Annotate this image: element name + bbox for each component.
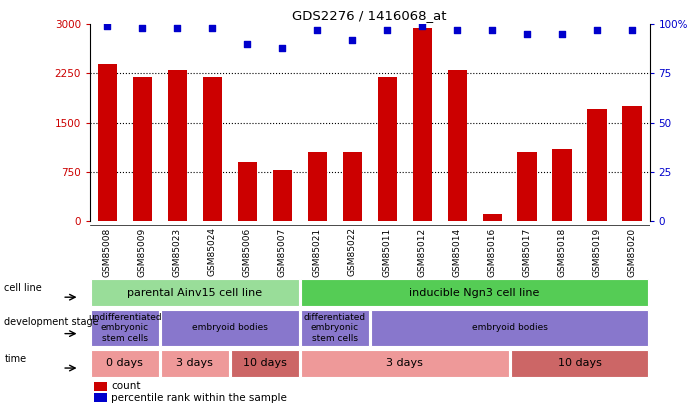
Text: embryoid bodies: embryoid bodies xyxy=(192,323,267,333)
Point xyxy=(381,27,392,34)
Bar xyxy=(94,393,108,402)
Title: GDS2276 / 1416068_at: GDS2276 / 1416068_at xyxy=(292,9,447,22)
Text: cell line: cell line xyxy=(4,284,42,294)
Bar xyxy=(482,214,502,221)
Text: GSM85021: GSM85021 xyxy=(313,228,322,277)
Text: GSM85016: GSM85016 xyxy=(488,228,497,277)
Point xyxy=(312,27,323,34)
Bar xyxy=(371,310,648,345)
Text: inducible Ngn3 cell line: inducible Ngn3 cell line xyxy=(410,288,540,298)
Point xyxy=(207,25,218,32)
Point xyxy=(556,31,567,37)
Bar xyxy=(587,109,607,221)
Bar xyxy=(343,152,362,221)
Text: undifferentiated
embryonic
stem cells: undifferentiated embryonic stem cells xyxy=(88,313,162,343)
Bar xyxy=(623,106,642,221)
Text: GSM85009: GSM85009 xyxy=(138,228,146,277)
Point xyxy=(486,27,498,34)
Text: GSM85022: GSM85022 xyxy=(348,228,357,276)
Text: 10 days: 10 days xyxy=(243,358,287,369)
Text: embryoid bodies: embryoid bodies xyxy=(472,323,547,333)
Bar xyxy=(94,382,108,391)
Bar xyxy=(448,70,466,221)
Text: GSM85017: GSM85017 xyxy=(522,228,531,277)
Text: GSM85018: GSM85018 xyxy=(558,228,567,277)
Bar xyxy=(518,152,537,221)
Point xyxy=(172,25,183,32)
Text: 10 days: 10 days xyxy=(558,358,601,369)
Bar xyxy=(231,350,299,377)
Bar xyxy=(133,77,152,221)
Bar xyxy=(238,162,257,221)
Bar xyxy=(301,350,509,377)
Point xyxy=(452,27,463,34)
Bar xyxy=(168,70,187,221)
Bar xyxy=(301,310,368,345)
Point xyxy=(276,45,287,51)
Text: GSM85011: GSM85011 xyxy=(383,228,392,277)
Text: GSM85024: GSM85024 xyxy=(208,228,217,276)
Bar xyxy=(161,310,299,345)
Bar xyxy=(91,310,159,345)
Point xyxy=(591,27,603,34)
Bar xyxy=(413,28,432,221)
Bar xyxy=(273,170,292,221)
Point xyxy=(627,27,638,34)
Bar xyxy=(553,149,571,221)
Point xyxy=(417,23,428,30)
Bar xyxy=(97,64,117,221)
Point xyxy=(137,25,148,32)
Point xyxy=(347,37,358,43)
Bar xyxy=(377,77,397,221)
Point xyxy=(522,31,533,37)
Text: time: time xyxy=(4,354,26,364)
Text: GSM85007: GSM85007 xyxy=(278,228,287,277)
Bar xyxy=(511,350,648,377)
Bar xyxy=(91,279,299,306)
Bar xyxy=(301,279,648,306)
Text: GSM85008: GSM85008 xyxy=(103,228,112,277)
Text: count: count xyxy=(111,382,141,392)
Text: percentile rank within the sample: percentile rank within the sample xyxy=(111,392,287,403)
Text: GSM85019: GSM85019 xyxy=(593,228,602,277)
Text: GSM85020: GSM85020 xyxy=(627,228,636,277)
Text: GSM85012: GSM85012 xyxy=(417,228,426,277)
Bar xyxy=(202,77,222,221)
Point xyxy=(242,41,253,47)
Text: GSM85023: GSM85023 xyxy=(173,228,182,277)
Text: differentiated
embryonic
stem cells: differentiated embryonic stem cells xyxy=(303,313,366,343)
Point xyxy=(102,23,113,30)
Bar xyxy=(91,350,159,377)
Text: GSM85014: GSM85014 xyxy=(453,228,462,277)
Text: 3 days: 3 days xyxy=(386,358,423,369)
Text: development stage: development stage xyxy=(4,317,99,327)
Text: GSM85006: GSM85006 xyxy=(243,228,252,277)
Bar xyxy=(307,152,327,221)
Text: 0 days: 0 days xyxy=(106,358,143,369)
Text: 3 days: 3 days xyxy=(176,358,214,369)
Text: parental Ainv15 cell line: parental Ainv15 cell line xyxy=(127,288,263,298)
Bar xyxy=(161,350,229,377)
